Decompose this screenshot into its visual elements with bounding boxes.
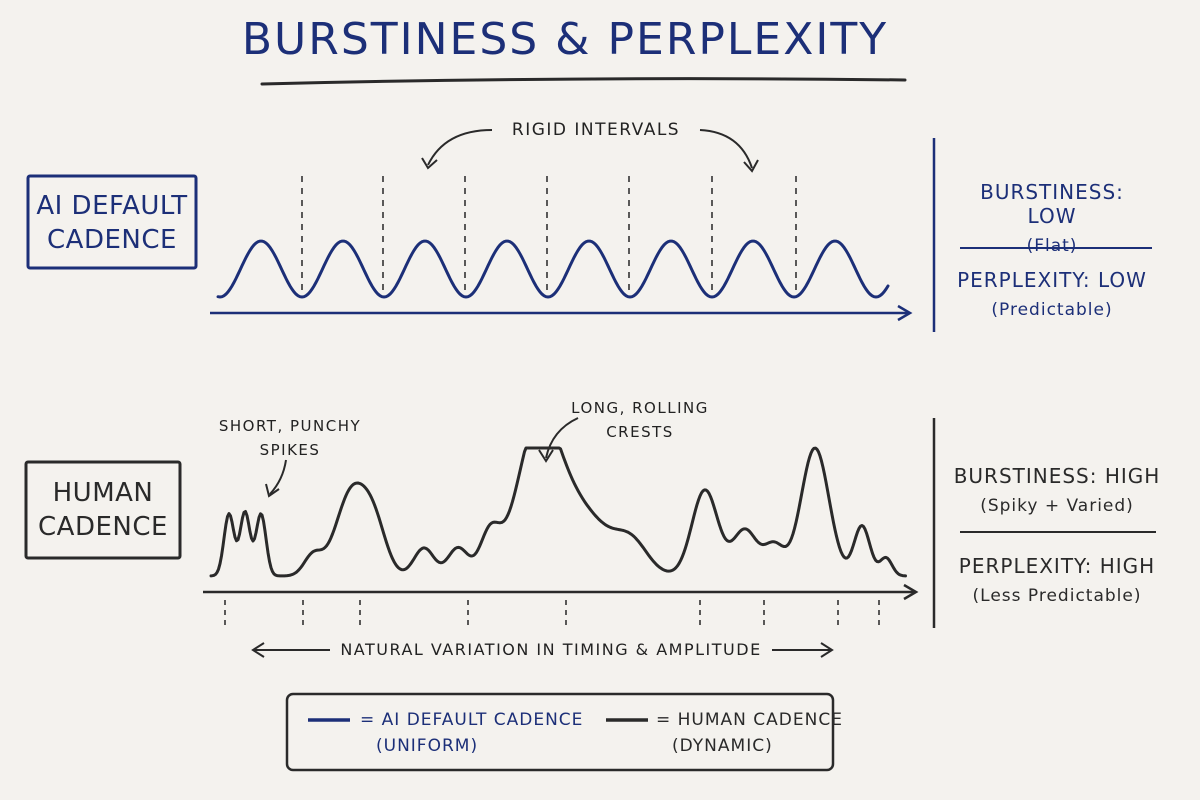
ai-burstiness-metric: BURSTINESS: LOW (Flat) xyxy=(952,180,1152,256)
human-cadence-wave xyxy=(209,446,907,578)
title-underline xyxy=(260,77,907,86)
spikes-annotation: SHORT, PUNCHY SPIKES xyxy=(210,414,370,462)
legend-human-entry: = HUMAN CADENCE (DYNAMIC) xyxy=(656,707,843,759)
page-title: BURSTINESS & PERPLEXITY xyxy=(241,14,889,65)
irregular-timing-ticks xyxy=(224,600,880,625)
rigid-intervals-arrow-right xyxy=(699,129,753,169)
ai-perplexity-note: (Predictable) xyxy=(991,300,1113,320)
human-burstiness-label: BURSTINESS: HIGH xyxy=(953,464,1161,488)
crests-annotation-line1: LONG, ROLLING xyxy=(571,399,709,417)
natural-variation-note: NATURAL VARIATION IN TIMING & AMPLITUDE xyxy=(340,640,762,659)
legend-ai-line1: = AI DEFAULT CADENCE xyxy=(360,710,584,730)
rigid-intervals-annotation: RIGID INTERVALS xyxy=(511,120,681,140)
spikes-arrow xyxy=(269,459,287,495)
variation-arrowhead-right xyxy=(820,642,834,658)
legend-ai-entry: = AI DEFAULT CADENCE (UNIFORM) xyxy=(360,707,583,759)
legend-box xyxy=(285,692,835,772)
human-burstiness-metric: BURSTINESS: HIGH (Spiky + Varied) xyxy=(952,464,1162,516)
rigid-intervals-arrow-left xyxy=(427,129,493,166)
rigid-interval-markers xyxy=(301,176,797,290)
rigid-intervals-arrowhead-right xyxy=(743,159,759,173)
legend-human-line2: (DYNAMIC) xyxy=(672,736,773,756)
ai-perplexity-metric: PERPLEXITY: LOW (Predictable) xyxy=(952,268,1152,320)
human-perplexity-metric: PERPLEXITY: HIGH (Less Predictable) xyxy=(952,554,1162,606)
human-axis-arrowhead xyxy=(903,583,919,601)
human-cadence-label-line1: HUMAN xyxy=(52,478,154,508)
crests-annotation-line2: CRESTS xyxy=(606,423,674,441)
crests-arrowhead xyxy=(538,449,554,463)
crests-annotation: LONG, ROLLING CRESTS xyxy=(560,396,720,444)
human-cadence-label: HUMAN CADENCE xyxy=(26,476,180,544)
ai-cadence-label: AI DEFAULT CADENCE xyxy=(28,189,196,257)
variation-arrowhead-left xyxy=(251,642,265,658)
ai-burstiness-label: BURSTINESS: LOW xyxy=(980,180,1124,228)
legend-human-line1: = HUMAN CADENCE xyxy=(656,710,843,730)
crests-arrow xyxy=(545,417,579,459)
human-cadence-label-line2: CADENCE xyxy=(38,512,168,542)
ai-axis-arrowhead xyxy=(897,304,913,322)
spikes-arrowhead xyxy=(265,483,280,498)
ai-perplexity-label: PERPLEXITY: LOW xyxy=(957,268,1147,292)
ai-cadence-box xyxy=(26,174,198,270)
human-perplexity-label: PERPLEXITY: HIGH xyxy=(958,554,1156,578)
spikes-annotation-line2: SPIKES xyxy=(259,441,321,459)
human-perplexity-note: (Less Predictable) xyxy=(972,586,1142,606)
legend-ai-line2: (UNIFORM) xyxy=(376,736,479,756)
rigid-intervals-arrowhead-left xyxy=(421,157,438,170)
ai-burstiness-note: (Flat) xyxy=(1026,236,1078,256)
ai-cadence-label-line1: AI DEFAULT xyxy=(36,191,188,221)
ai-cadence-label-line2: CADENCE xyxy=(47,225,177,255)
spikes-annotation-line1: SHORT, PUNCHY xyxy=(218,417,362,435)
human-cadence-box xyxy=(24,460,182,560)
human-burstiness-note: (Spiky + Varied) xyxy=(980,496,1134,516)
ai-cadence-wave xyxy=(216,239,890,299)
